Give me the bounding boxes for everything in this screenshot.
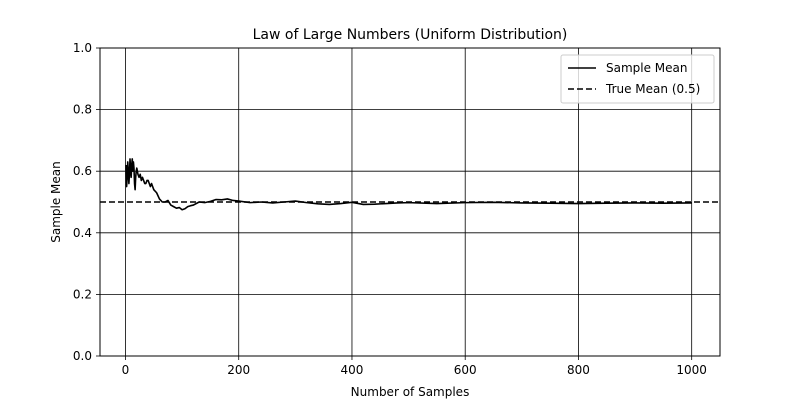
x-axis: 0 200 400 600 800 1000 (122, 356, 707, 377)
x-tick-label: 400 (341, 363, 364, 377)
x-axis-label: Number of Samples (351, 385, 470, 399)
y-tick-label: 0.6 (73, 164, 92, 178)
sample-mean-line (125, 158, 692, 211)
y-tick-label: 0.2 (73, 287, 92, 301)
y-axis-label: Sample Mean (49, 161, 63, 243)
axes-frame (99, 47, 721, 357)
x-tick-label: 600 (454, 363, 477, 377)
y-axis: 0.0 0.2 0.4 0.6 0.8 1.0 (73, 41, 100, 363)
plot-area (100, 158, 720, 211)
x-tick-label: 800 (567, 363, 590, 377)
x-tick-label: 200 (227, 363, 250, 377)
legend-box (560, 54, 715, 104)
x-tick-label: 1000 (676, 363, 707, 377)
y-tick-label: 1.0 (73, 41, 92, 55)
legend: Sample Mean True Mean (0.5) (560, 54, 715, 104)
legend-true-mean-label: True Mean (0.5) (605, 82, 700, 96)
legend-sample-mean-label: Sample Mean (606, 61, 688, 75)
y-tick-label: 0.4 (73, 226, 92, 240)
y-tick-label: 0.0 (73, 349, 92, 363)
y-tick-label: 0.8 (73, 103, 92, 117)
x-tick-label: 0 (122, 363, 130, 377)
chart-title: Law of Large Numbers (Uniform Distributi… (253, 27, 568, 43)
